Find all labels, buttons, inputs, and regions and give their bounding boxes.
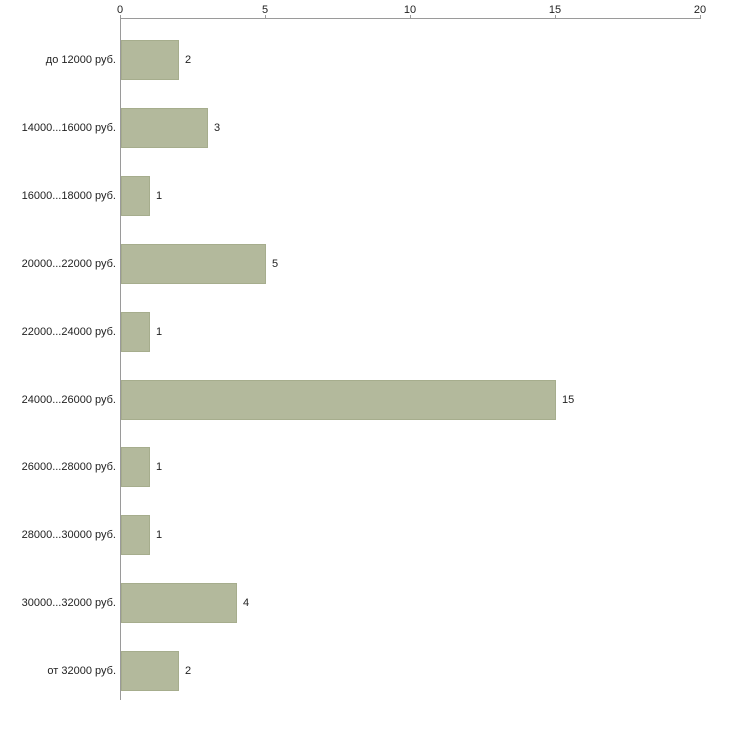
x-tick-mark [120, 15, 121, 19]
bar [121, 107, 208, 148]
x-tick-mark [700, 15, 701, 19]
bar [121, 379, 556, 420]
bar-value-label: 1 [156, 461, 163, 474]
bar [121, 243, 266, 284]
bar-value-label: 2 [185, 54, 192, 66]
bar-value-label: 15 [562, 393, 575, 406]
bar-value-label: 3 [214, 121, 221, 134]
x-tick-label: 20 [693, 4, 707, 16]
bar [121, 583, 237, 624]
bar [121, 651, 179, 692]
x-tick-mark [410, 15, 411, 19]
category-label: до 12000 руб. [45, 54, 116, 66]
bar [121, 175, 150, 216]
category-label: 16000...18000 руб. [21, 189, 116, 202]
bar-value-label: 1 [156, 325, 163, 338]
bar [121, 447, 150, 488]
category-label: 22000...24000 руб. [21, 325, 116, 338]
bar-value-label: 1 [156, 529, 163, 542]
x-tick-mark [555, 15, 556, 19]
x-tick-label: 10 [403, 4, 417, 16]
bar-value-label: 5 [272, 257, 279, 270]
bar-value-label: 4 [243, 597, 250, 610]
bar-value-label: 2 [185, 665, 192, 678]
category-label: от 32000 руб. [47, 665, 116, 678]
bar [121, 40, 179, 80]
x-tick-label: 15 [548, 4, 562, 16]
x-tick-label: 5 [261, 4, 269, 16]
x-tick-label: 0 [116, 4, 124, 16]
category-label: 20000...22000 руб. [21, 257, 116, 270]
category-label: 28000...30000 руб. [21, 529, 116, 542]
category-label: 26000...28000 руб. [21, 461, 116, 474]
bar [121, 515, 150, 556]
bar [121, 311, 150, 352]
category-label: 24000...26000 руб. [21, 393, 116, 406]
x-tick-mark [265, 15, 266, 19]
bar-value-label: 1 [156, 189, 163, 202]
category-label: 14000...16000 руб. [21, 121, 116, 134]
category-label: 30000...32000 руб. [21, 597, 116, 610]
